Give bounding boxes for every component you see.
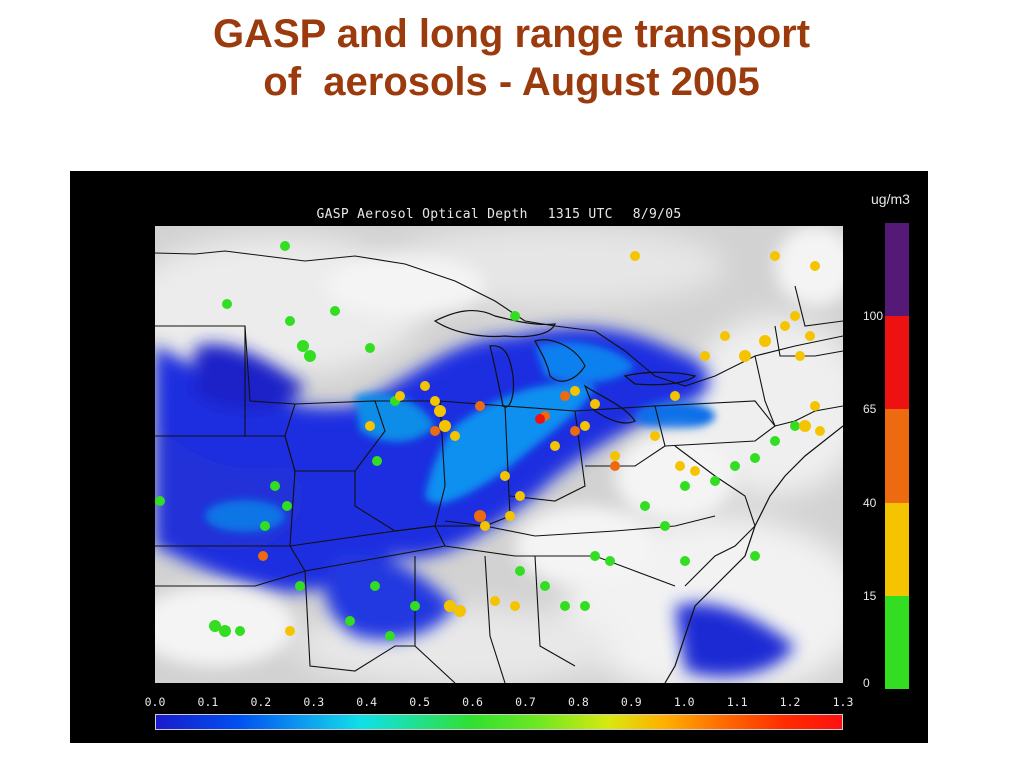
colorbar-tick-0.3: 0.3 (303, 695, 325, 709)
slide-title-line-1: GASP and long range transport (212, 12, 811, 56)
colorbar-tick-1.0: 1.0 (673, 695, 695, 709)
colorbar-tick-1.3: 1.3 (832, 695, 854, 709)
slide-title: GASP and long range transport of aerosol… (0, 10, 1023, 106)
colorbar-tick-0.1: 0.1 (197, 695, 219, 709)
colorbar-tick-labels: 0.0 0.1 0.2 0.3 0.4 0.5 0.6 0.7 0.8 0.9 1.0 1.1 1.2 1… (144, 695, 854, 711)
pm25-legend-bar (885, 223, 909, 689)
colorbar-tick-0.4: 0.4 (356, 695, 378, 709)
colorbar-tick-0.8: 0.8 (567, 695, 589, 709)
legend-segment-0-15 (885, 595, 909, 689)
colorbar-tick-1.2: 1.2 (779, 695, 801, 709)
map-product-name: GASP Aerosol Optical Depth (316, 207, 528, 222)
aerosol-optical-depth-map (155, 226, 843, 683)
colorbar-tick-0.9: 0.9 (620, 695, 642, 709)
legend-label-100: 100 (863, 309, 884, 324)
colorbar-tick-0.7: 0.7 (515, 695, 536, 709)
legend-segment-40-65 (885, 409, 909, 503)
legend-label-0: 0 (863, 676, 870, 690)
legend-segment-15-40 (885, 502, 909, 596)
pm25-monitor-stations (155, 241, 825, 641)
aod-colorbar (155, 714, 843, 730)
map-time: 1315 UTC (547, 207, 613, 222)
colorbar-tick-1.1: 1.1 (726, 695, 748, 709)
colorbar-tick-0.5: 0.5 (409, 695, 430, 709)
legend-unit: ug/m3 (871, 191, 910, 207)
map-date: 8/9/05 (632, 207, 682, 222)
map-panel: GASP Aerosol Optical Depth 1315 UTC 8/9/05 (70, 171, 928, 743)
colorbar-tick-0.0: 0.0 (144, 695, 166, 709)
legend-segment-100-150 (885, 223, 909, 317)
great-lakes (433, 310, 697, 424)
colorbar-tick-0.2: 0.2 (250, 695, 272, 709)
legend-label-65: 65 (863, 402, 877, 417)
legend-segment-65-100 (885, 316, 909, 410)
slide-title-line-2: of aerosols - August 2005 (263, 60, 760, 104)
map-image (155, 226, 843, 683)
map-title: GASP Aerosol Optical Depth 1315 UTC 8/9/05 (70, 207, 928, 222)
legend-label-15: 15 (863, 588, 877, 603)
legend-label-40: 40 (863, 495, 877, 510)
atlantic-coastline (664, 425, 843, 683)
colorbar-tick-0.6: 0.6 (462, 695, 483, 709)
